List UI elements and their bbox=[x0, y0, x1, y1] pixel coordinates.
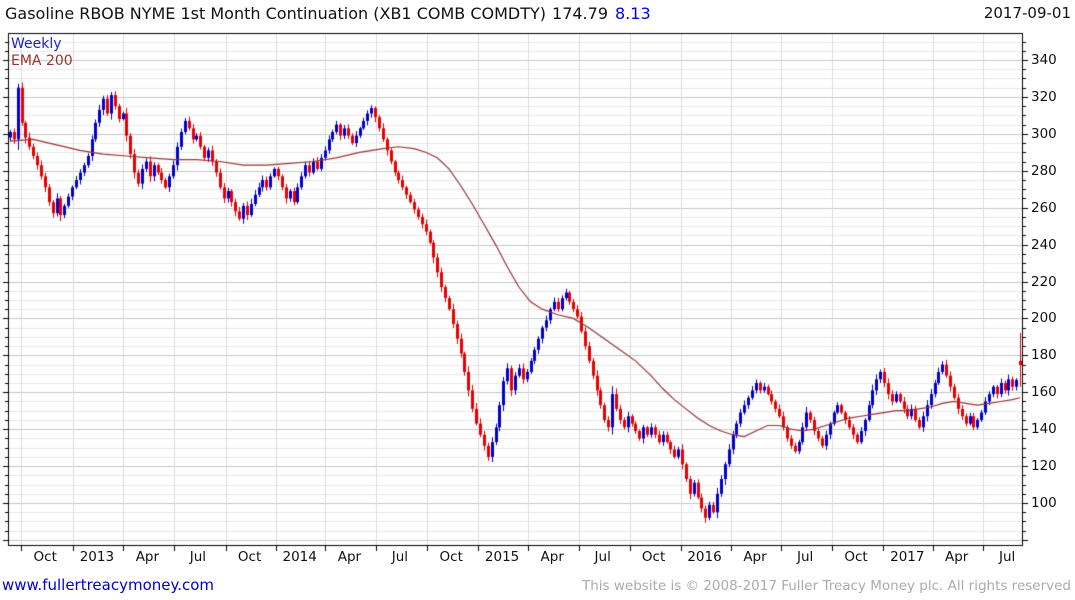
x-axis-label: Jul bbox=[796, 549, 814, 565]
x-axis-label: Jul bbox=[594, 549, 611, 565]
x-axis-label: Jul bbox=[189, 549, 207, 565]
x-axis-label: Apr bbox=[135, 549, 160, 565]
y-axis-label: 120 bbox=[1031, 458, 1057, 475]
y-axis-label: 320 bbox=[1031, 88, 1057, 105]
x-axis-label: Apr bbox=[743, 549, 767, 565]
y-axis-label: 200 bbox=[1031, 310, 1057, 327]
x-axis-label: 2016 bbox=[687, 549, 722, 565]
title-bar: Gasoline RBOB NYME 1st Month Continuatio… bbox=[5, 4, 1071, 26]
y-axis-label: 340 bbox=[1031, 52, 1057, 68]
x-axis-label: Oct bbox=[844, 549, 868, 565]
y-axis-label: 140 bbox=[1031, 421, 1057, 438]
x-axis-label: Oct bbox=[439, 549, 463, 565]
y-axis-label: 280 bbox=[1031, 162, 1057, 179]
last-price: 174.79 bbox=[552, 4, 608, 23]
y-axis-label: 180 bbox=[1031, 347, 1057, 364]
x-axis-label: 2013 bbox=[79, 549, 115, 565]
chart-date: 2017-09-01 bbox=[983, 4, 1071, 22]
x-axis-label: Oct bbox=[237, 549, 262, 565]
x-axis-label: 2015 bbox=[484, 549, 520, 565]
y-axis-label: 160 bbox=[1031, 384, 1057, 401]
copyright-text: This website is © 2008-2017 Fuller Treac… bbox=[582, 578, 1071, 594]
y-axis-label: 260 bbox=[1031, 199, 1057, 216]
legend-ema-label: EMA 200 bbox=[11, 53, 73, 69]
x-axis-label: Oct bbox=[641, 549, 666, 565]
y-axis-label: 220 bbox=[1031, 273, 1057, 290]
x-axis-label: Jul bbox=[998, 549, 1016, 565]
x-axis-label: 2014 bbox=[282, 549, 317, 565]
x-axis-label: Apr bbox=[944, 549, 969, 565]
x-axis-label: Apr bbox=[337, 549, 362, 565]
x-axis-label: 2017 bbox=[890, 549, 925, 565]
x-axis-label: Apr bbox=[540, 549, 564, 565]
price-change: 8.13 bbox=[615, 4, 651, 23]
legend-timeframe-label: Weekly bbox=[11, 36, 62, 52]
y-axis-label: 300 bbox=[1031, 125, 1057, 142]
site-link[interactable]: www.fullertreacymoney.com bbox=[2, 576, 215, 594]
y-axis-label: 240 bbox=[1031, 236, 1057, 253]
chart-title: Gasoline RBOB NYME 1st Month Continuatio… bbox=[5, 4, 547, 23]
x-axis-label: Jul bbox=[391, 549, 409, 565]
x-axis-label: Oct bbox=[33, 549, 57, 565]
y-axis-label: 100 bbox=[1031, 495, 1057, 511]
